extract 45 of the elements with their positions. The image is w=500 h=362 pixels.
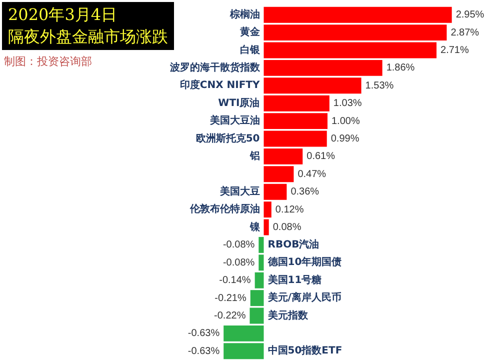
y-tick-label: 印度CNX NIFTY — [180, 79, 260, 92]
data-label: 2.87% — [450, 27, 480, 38]
data-label: 0.08% — [272, 222, 302, 233]
data-label: -0.63% — [188, 346, 220, 357]
text: 2020年3月4日 — [8, 4, 118, 26]
data-label: 1.03% — [333, 98, 362, 110]
data-label: 1.00% — [332, 116, 360, 127]
y-tick-label: 美国大豆 — [218, 185, 260, 198]
y-tick-label: 美国11号糖 — [266, 274, 322, 286]
y-tick-label: 德国10年期国债 — [266, 256, 342, 268]
y-tick-label: 美元指数 — [266, 309, 309, 322]
y-tick-label: 黄金 — [238, 26, 261, 38]
y-tick-label: 铝 — [248, 150, 260, 162]
data-label: 1.53% — [365, 80, 394, 92]
data-label: 2.71% — [440, 45, 469, 56]
data-label: 0.12% — [275, 204, 304, 216]
y-tick-label: RBOB汽油 — [268, 238, 320, 251]
data-label: -0.21% — [214, 292, 246, 304]
y-tick-label: 白银 — [240, 44, 261, 56]
y-tick-label: 美国大豆油 — [208, 114, 260, 127]
text: 制图：投资咨询部 — [4, 54, 92, 69]
data-label: -0.08% — [222, 240, 255, 251]
data-label: 2.95% — [456, 10, 484, 21]
y-tick-label: 欧洲斯托克50 — [196, 132, 260, 144]
data-label: 1.86% — [386, 62, 415, 74]
bar — [250, 308, 264, 324]
bar — [264, 42, 437, 58]
y-tick-label: 中国50指数ETF — [268, 344, 342, 357]
y-tick-label: 镍 — [248, 220, 261, 233]
data-label: -0.08% — [222, 257, 255, 268]
data-label: 0.47% — [298, 168, 326, 180]
y-tick-label: 伦敦布伦特原油 — [188, 203, 260, 216]
data-label: -0.63% — [188, 328, 220, 340]
data-label: -0.14% — [219, 275, 251, 286]
data-label: 0.99% — [330, 134, 360, 144]
bar — [264, 130, 327, 147]
y-tick-label: 棕榈油 — [228, 8, 260, 20]
text: 隔夜外盘金融市场涨跌 — [8, 26, 168, 48]
y-tick-label: WTI原油 — [218, 96, 260, 109]
data-label: 0.61% — [306, 151, 336, 162]
y-tick-label: 美元/离岸人民币 — [266, 292, 342, 304]
data-label: 0.36% — [290, 186, 320, 198]
y-tick-label: 波罗的海干散货指数 — [168, 62, 261, 74]
bar — [264, 219, 269, 236]
data-label: -0.22% — [214, 310, 246, 322]
